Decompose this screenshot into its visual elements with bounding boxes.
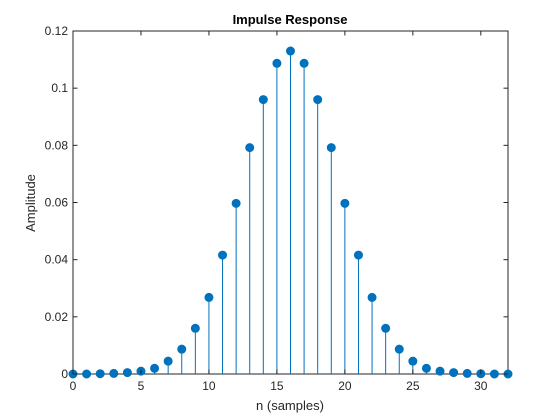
stem-marker	[245, 143, 255, 153]
stem-marker	[122, 368, 132, 378]
x-tick-label: 20	[338, 379, 352, 393]
stem-marker	[367, 292, 377, 302]
stem-marker	[381, 323, 391, 333]
y-tick-label: 0.02	[45, 310, 69, 324]
x-tick-label: 5	[138, 379, 145, 393]
x-tick-label: 25	[406, 379, 420, 393]
y-tick-label: 0.08	[45, 138, 69, 152]
stem-marker	[177, 344, 187, 354]
stem-marker	[435, 366, 445, 376]
y-axis-ticks: 0 0.02 0.04 0.06 0.08 0.1 0.12	[45, 24, 508, 381]
stem-marker	[272, 58, 282, 68]
stem-marker	[109, 368, 119, 378]
stem-marker	[95, 369, 105, 379]
y-tick-label: 0	[61, 367, 68, 381]
stem-marker	[231, 198, 241, 208]
stem-marker	[421, 363, 431, 373]
stem-marker	[353, 250, 363, 260]
x-tick-label: 0	[70, 379, 77, 393]
stem-marker	[394, 344, 404, 354]
y-axis-label: Amplitude	[23, 174, 38, 232]
y-tick-label: 0.1	[51, 81, 68, 95]
y-tick-label: 0.12	[45, 24, 69, 38]
stem-marker	[190, 323, 200, 333]
stem-marker	[326, 143, 336, 153]
stem-marker	[489, 369, 499, 379]
stem-marker	[462, 368, 472, 378]
stem-marker	[163, 356, 173, 366]
stem-marker	[258, 95, 268, 105]
y-tick-label: 0.06	[45, 196, 69, 210]
y-tick-label: 0.04	[45, 253, 69, 267]
stem-marker	[82, 369, 92, 379]
stem-marker	[150, 363, 160, 373]
x-tick-label: 30	[474, 379, 488, 393]
stem-series	[68, 46, 513, 379]
stem-marker	[299, 58, 309, 68]
stem-marker	[408, 356, 418, 366]
x-axis-ticks: 0 5 10 15 20 25 30	[70, 31, 488, 393]
x-tick-label: 15	[270, 379, 284, 393]
x-tick-label: 10	[202, 379, 216, 393]
stem-marker	[313, 95, 323, 105]
stem-marker	[449, 368, 459, 378]
stem-marker	[204, 292, 214, 302]
x-axis-label: n (samples)	[256, 398, 324, 413]
chart-title: Impulse Response	[233, 12, 348, 27]
stem-marker	[286, 46, 295, 56]
stem-marker	[218, 250, 228, 260]
stem-marker	[340, 198, 350, 208]
